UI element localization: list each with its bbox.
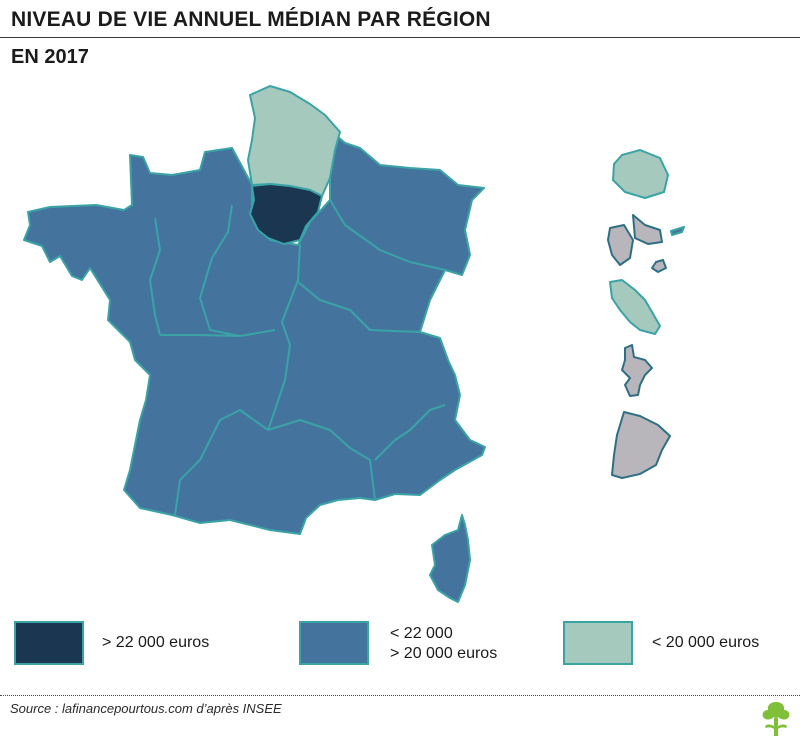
region-mainland: [23, 129, 486, 535]
legend-label-mid-line1: < 22 000: [390, 625, 453, 642]
region-corse: [429, 514, 471, 603]
title-divider: [0, 37, 800, 38]
region-la-reunion: [612, 149, 669, 199]
source-note: Source : lafinancepourtous.com d’après I…: [10, 701, 282, 716]
region-guadeloupe-east: [632, 214, 663, 245]
map-title: NIVEAU DE VIE ANNUEL MÉDIAN PAR RÉGION: [11, 8, 491, 31]
legend-swatch-mid: [299, 621, 369, 665]
tree-icon: [762, 702, 790, 736]
legend-swatch-dark: [14, 621, 84, 665]
region-mayotte: [621, 344, 653, 397]
region-guadeloupe-islet: [670, 226, 685, 236]
legend-label-light: < 20 000 euros: [652, 634, 760, 651]
legend-swatch-light: [563, 621, 633, 665]
footer-divider: [0, 695, 800, 696]
region-guadeloupe-isle: [651, 259, 667, 273]
region-hauts-de-france: [247, 85, 341, 197]
map-subtitle: EN 2017: [11, 46, 89, 68]
region-guadeloupe-west: [607, 224, 634, 266]
legend-label-mid-line2: > 20 000 euros: [390, 645, 498, 662]
region-martinique: [609, 279, 661, 335]
region-guyane: [611, 411, 671, 479]
legend-label-dark: > 22 000 euros: [102, 634, 210, 651]
region-ile-de-france: [249, 183, 323, 245]
